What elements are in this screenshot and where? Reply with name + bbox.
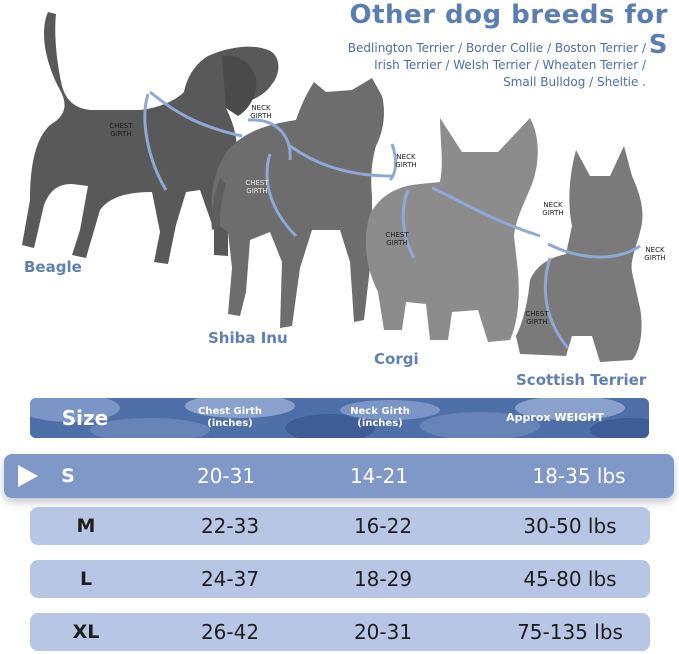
- corgi-silhouette: [365, 118, 538, 342]
- size-row-l[interactable]: L 24-37 18-29 45-80 lbs: [30, 560, 650, 598]
- size-label: L: [79, 568, 93, 590]
- neck-girth-label: NECK GIRTH: [644, 246, 666, 262]
- chest-girth-label: CHEST GIRTH: [245, 179, 269, 195]
- breed-list-line: Small Bulldog / Sheltie .: [503, 75, 646, 89]
- size-row-s[interactable]: S 20-31 14-21 18-35 lbs: [4, 454, 674, 498]
- camo-pattern: [30, 398, 649, 438]
- chest-girth-label: CHEST GIRTH: [385, 231, 409, 247]
- header-chest-girth: Chest Girth (inches): [170, 398, 290, 438]
- neck-girth-label: NECK GIRTH: [250, 104, 272, 120]
- neck-girth-value: 20-31: [353, 620, 413, 644]
- header-neck-girth: Neck Girth (inches): [320, 398, 440, 438]
- weight-value: 45-80 lbs: [523, 567, 617, 591]
- header-neck-girth-unit: (inches): [357, 418, 403, 429]
- dog-silhouettes: [22, 12, 643, 362]
- header-size: Size: [61, 406, 109, 430]
- dog-name-shiba-inu: Shiba Inu: [208, 329, 288, 347]
- girth-lines: [143, 90, 641, 349]
- header-neck-girth-title: Neck Girth: [350, 406, 410, 417]
- neck-girth-value: 16-22: [353, 514, 413, 538]
- header-approx-weight: Approx WEIGHT: [506, 411, 604, 424]
- chest-girth-label: CHEST GIRTH: [109, 122, 133, 138]
- chest-girth-value: 20-31: [196, 464, 256, 488]
- weight-value: 75-135 lbs: [517, 620, 623, 644]
- neck-girth-value: 18-29: [353, 567, 413, 591]
- neck-girth-label: NECK GIRTH: [395, 153, 417, 169]
- neck-girth-label: NECK GIRTH: [542, 201, 564, 217]
- play-icon: [18, 465, 38, 487]
- dog-illustrations: Beagle Shiba Inu Corgi Scottish Terrier …: [22, 12, 666, 389]
- dog-name-beagle: Beagle: [24, 258, 82, 276]
- size-row-xl[interactable]: XL 26-42 20-31 75-135 lbs: [30, 613, 650, 651]
- breed-list-line: Irish Terrier / Welsh Terrier / Wheaten …: [374, 58, 646, 72]
- weight-value: 30-50 lbs: [523, 514, 617, 538]
- size-label: M: [76, 515, 96, 537]
- chest-girth-value: 24-37: [200, 567, 260, 591]
- page-title: Other dog breeds for S: [349, 0, 668, 60]
- shiba-inu-silhouette: [211, 78, 384, 328]
- header-chest-girth-unit: (inches): [207, 418, 253, 429]
- weight-value: 18-35 lbs: [532, 464, 626, 488]
- size-label: XL: [72, 621, 100, 643]
- dog-name-scottish-terrier: Scottish Terrier: [516, 371, 647, 389]
- breed-list-line: Bedlington Terrier / Border Collie / Bos…: [347, 41, 646, 55]
- size-row-m[interactable]: M 22-33 16-22 30-50 lbs: [30, 507, 650, 545]
- chest-girth-label: CHEST GIRTH: [525, 310, 549, 326]
- chest-girth-value: 22-33: [200, 514, 260, 538]
- header-chest-girth-title: Chest Girth: [198, 406, 262, 417]
- dog-name-corgi: Corgi: [374, 350, 419, 368]
- size-label: S: [61, 465, 75, 487]
- neck-girth-value: 14-21: [349, 464, 409, 488]
- chest-girth-value: 26-42: [200, 620, 260, 644]
- size-table-header: Size Chest Girth (inches) Neck Girth (in…: [30, 398, 649, 438]
